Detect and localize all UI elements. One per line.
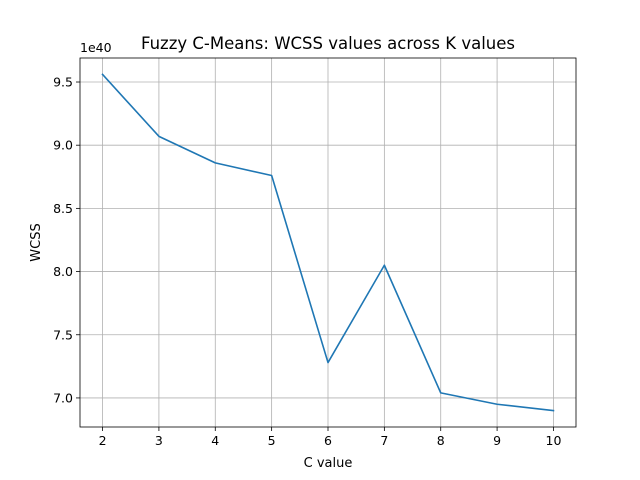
x-tick-label: 2 — [99, 433, 107, 448]
axis-ticks: 2 3 4 5 6 7 8 9 10 7.0 7.5 8.0 8.5 9.0 9.5 — [53, 75, 561, 448]
chart-title: Fuzzy C-Means: WCSS values across K valu… — [141, 34, 515, 53]
x-tick-label: 7 — [380, 433, 388, 448]
x-tick-label: 6 — [324, 433, 332, 448]
y-tick-label: 9.0 — [53, 138, 73, 153]
y-axis-offset-label: 1e40 — [80, 40, 112, 55]
series-layer — [101, 73, 555, 412]
x-axis-label: C value — [304, 456, 353, 471]
x-tick-label: 9 — [493, 433, 501, 448]
y-tick-label: 8.0 — [53, 264, 73, 279]
y-tick-label: 9.5 — [53, 75, 73, 90]
x-tick-label: 3 — [155, 433, 163, 448]
grid — [80, 58, 576, 427]
y-tick-label: 8.5 — [53, 201, 73, 216]
x-tick-label: 4 — [211, 433, 219, 448]
x-tick-label: 8 — [437, 433, 445, 448]
x-tick-label: 10 — [546, 433, 562, 448]
y-axis-label: WCSS — [29, 223, 44, 261]
y-tick-label: 7.0 — [53, 390, 73, 405]
y-tick-label: 7.5 — [53, 327, 73, 342]
x-tick-label: 5 — [268, 433, 276, 448]
